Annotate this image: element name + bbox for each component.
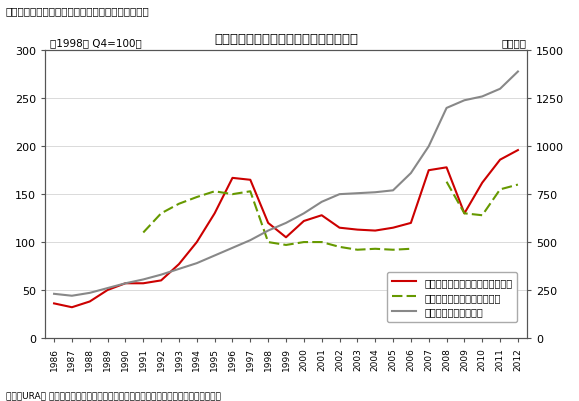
- 民間マンション価格指数（左軸）: [175, 262, 182, 267]
- 外国人居住者（右軸）: [140, 277, 146, 282]
- 民間住宅の賃料指数（左軸）: [140, 231, 146, 235]
- 民間住宅の賃料指数（左軸）: [497, 188, 504, 192]
- 民間マンション価格指数（左軸）: [211, 211, 218, 216]
- 外国人居住者（右軸）: [283, 221, 290, 226]
- 外国人居住者（右軸）: [318, 200, 325, 205]
- 民間住宅の賃料指数（左軸）: [443, 180, 450, 184]
- 民間マンション価格指数（左軸）: [336, 226, 343, 231]
- 民間住宅の賃料指数（左軸）: [175, 202, 182, 207]
- 外国人居住者（右軸）: [265, 229, 272, 233]
- 外国人居住者（右軸）: [443, 106, 450, 111]
- 民間マンション価格指数（左軸）: [408, 221, 415, 226]
- 民間住宅の賃料指数（左軸）: [301, 240, 307, 245]
- 民間住宅の賃料指数（左軸）: [408, 247, 415, 251]
- 外国人居住者（右軸）: [50, 292, 57, 296]
- 民間マンション価格指数（左軸）: [425, 168, 432, 173]
- 外国人居住者（右軸）: [247, 238, 254, 243]
- 民間住宅の賃料指数（左軸）: [354, 248, 361, 253]
- 民間住宅の賃料指数（左軸）: [318, 240, 325, 245]
- 外国人居住者（右軸）: [229, 246, 236, 251]
- 民間住宅の賃料指数（左軸）: [247, 189, 254, 194]
- 民間マンション価格指数（左軸）: [283, 235, 290, 240]
- 民間住宅の賃料指数（左軸）: [193, 195, 200, 200]
- 民間マンション価格指数（左軸）: [301, 219, 307, 224]
- 民間マンション価格指数（左軸）: [390, 226, 397, 231]
- Line: 民間マンション価格指数（左軸）: 民間マンション価格指数（左軸）: [54, 151, 518, 308]
- 外国人居住者（右軸）: [211, 253, 218, 258]
- 民間マンション価格指数（左軸）: [461, 211, 468, 216]
- 外国人居住者（右軸）: [336, 192, 343, 197]
- 民間マンション価格指数（左軸）: [104, 288, 111, 293]
- 民間住宅の賃料指数（左軸）: [479, 213, 486, 218]
- 民間住宅の賃料指数（左軸）: [461, 211, 468, 216]
- 外国人居住者（右軸）: [175, 267, 182, 271]
- 外国人居住者（右軸）: [461, 99, 468, 103]
- 民間マンション価格指数（左軸）: [193, 240, 200, 245]
- 外国人居住者（右軸）: [354, 191, 361, 196]
- 外国人居住者（右軸）: [193, 261, 200, 266]
- Text: 図表１　民間住宅価格指数と外国人居住者数の推移: 図表１ 民間住宅価格指数と外国人居住者数の推移: [6, 6, 149, 16]
- Line: 民間住宅の賃料指数（左軸）: 民間住宅の賃料指数（左軸）: [143, 182, 518, 250]
- 民間住宅の賃料指数（左軸）: [265, 240, 272, 245]
- Title: 民間住宅価格指数と外国人居住者の推移: 民間住宅価格指数と外国人居住者の推移: [214, 33, 358, 46]
- 民間マンション価格指数（左軸）: [354, 228, 361, 233]
- 民間マンション価格指数（左軸）: [86, 299, 93, 304]
- Text: （千人）: （千人）: [502, 38, 527, 49]
- 民間マンション価格指数（左軸）: [122, 281, 129, 286]
- 民間住宅の賃料指数（左軸）: [157, 211, 164, 216]
- 民間住宅の賃料指数（左軸）: [336, 245, 343, 250]
- 外国人居住者（右軸）: [479, 95, 486, 99]
- Text: （1998年 Q4=100）: （1998年 Q4=100）: [50, 38, 142, 49]
- 民間マンション価格指数（左軸）: [372, 229, 379, 233]
- Text: 出所）URA， シンガポール統計局のデータをもとに三井住友トラスト基礎研究所作成: 出所）URA， シンガポール統計局のデータをもとに三井住友トラスト基礎研究所作成: [6, 390, 221, 399]
- 民間マンション価格指数（左軸）: [443, 166, 450, 170]
- 民間住宅の賃料指数（左軸）: [229, 192, 236, 197]
- 民間マンション価格指数（左軸）: [247, 178, 254, 183]
- 外国人居住者（右軸）: [515, 70, 522, 75]
- 民間マンション価格指数（左軸）: [318, 213, 325, 218]
- 外国人居住者（右軸）: [425, 144, 432, 149]
- 民間住宅の賃料指数（左軸）: [372, 247, 379, 251]
- 外国人居住者（右軸）: [68, 294, 75, 298]
- 外国人居住者（右軸）: [104, 286, 111, 291]
- 外国人居住者（右軸）: [372, 190, 379, 195]
- 外国人居住者（右軸）: [408, 171, 415, 176]
- 民間マンション価格指数（左軸）: [229, 176, 236, 181]
- Legend: 民間マンション価格指数（左軸）, 民間住宅の賃料指数（左軸）, 外国人居住者（右軸）: 民間マンション価格指数（左軸）, 民間住宅の賃料指数（左軸）, 外国人居住者（右…: [387, 272, 517, 322]
- 外国人居住者（右軸）: [122, 281, 129, 286]
- 外国人居住者（右軸）: [157, 273, 164, 277]
- 民間マンション価格指数（左軸）: [157, 278, 164, 283]
- 民間マンション価格指数（左軸）: [479, 181, 486, 186]
- Line: 外国人居住者（右軸）: 外国人居住者（右軸）: [54, 72, 518, 296]
- 外国人居住者（右軸）: [301, 211, 307, 216]
- 民間マンション価格指数（左軸）: [497, 158, 504, 163]
- 外国人居住者（右軸）: [390, 188, 397, 193]
- 民間住宅の賃料指数（左軸）: [211, 189, 218, 194]
- 民間マンション価格指数（左軸）: [140, 281, 146, 286]
- 民間マンション価格指数（左軸）: [515, 148, 522, 153]
- 民間住宅の賃料指数（左軸）: [515, 183, 522, 188]
- 民間住宅の賃料指数（左軸）: [390, 248, 397, 253]
- 民間マンション価格指数（左軸）: [50, 301, 57, 306]
- 民間マンション価格指数（左軸）: [68, 305, 75, 310]
- 外国人居住者（右軸）: [497, 87, 504, 92]
- 外国人居住者（右軸）: [86, 291, 93, 296]
- 民間マンション価格指数（左軸）: [265, 221, 272, 226]
- 民間住宅の賃料指数（左軸）: [283, 243, 290, 248]
